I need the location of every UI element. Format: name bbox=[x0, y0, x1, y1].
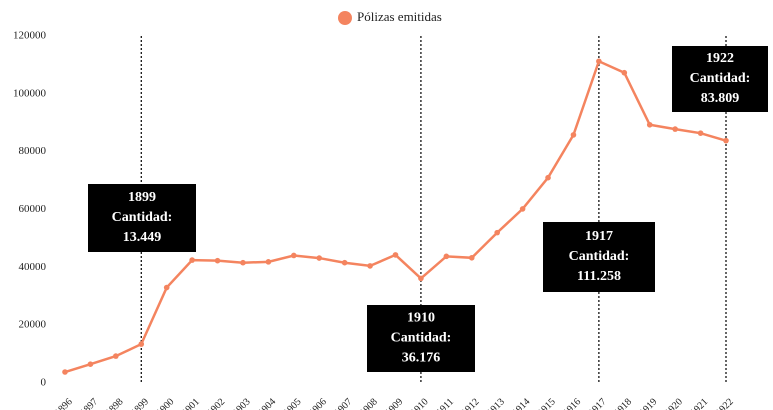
data-point bbox=[138, 341, 145, 347]
x-tick-label: 1901 bbox=[180, 396, 202, 410]
data-point bbox=[113, 353, 119, 359]
data-point bbox=[494, 229, 500, 236]
x-tick-label: 1904 bbox=[256, 396, 278, 410]
x-tick-label: 1922 bbox=[714, 396, 736, 410]
data-point bbox=[519, 206, 526, 212]
data-point bbox=[672, 126, 678, 132]
y-tick-label: 100000 bbox=[13, 87, 47, 99]
data-point bbox=[341, 259, 348, 266]
data-point bbox=[646, 121, 653, 128]
y-tick-label: 0 bbox=[41, 377, 47, 389]
x-tick-label: 1918 bbox=[612, 396, 634, 410]
data-point bbox=[240, 259, 246, 266]
data-point bbox=[723, 137, 729, 144]
annotation-box bbox=[543, 222, 655, 292]
x-tick-label: 1915 bbox=[536, 396, 558, 410]
x-tick-label: 1919 bbox=[638, 396, 660, 410]
annotation-text: 111.258 bbox=[577, 269, 621, 284]
annotation-text: 1910 bbox=[407, 311, 435, 326]
annotation-text: Cantidad: bbox=[112, 210, 173, 225]
data-point bbox=[163, 284, 170, 291]
y-tick-label: 40000 bbox=[19, 261, 47, 273]
annotation-text: Cantidad: bbox=[569, 249, 630, 264]
data-point bbox=[596, 58, 602, 65]
y-tick-label: 20000 bbox=[19, 319, 47, 331]
data-point bbox=[392, 252, 399, 258]
y-tick-label: 80000 bbox=[19, 145, 47, 157]
x-tick-label: 1907 bbox=[332, 396, 354, 410]
x-tick-label: 1903 bbox=[231, 396, 253, 410]
data-point bbox=[265, 259, 272, 265]
annotation-text: 13.449 bbox=[123, 230, 162, 245]
data-point bbox=[189, 257, 195, 263]
x-tick-label: 1902 bbox=[205, 396, 227, 410]
data-point bbox=[443, 253, 450, 260]
x-tick-label: 1898 bbox=[104, 396, 126, 410]
x-tick-label: 1906 bbox=[307, 396, 329, 410]
annotation-text: Cantidad: bbox=[391, 331, 452, 346]
x-tick-label: 1921 bbox=[688, 396, 710, 410]
x-tick-label: 1900 bbox=[155, 396, 177, 410]
annotation-box bbox=[88, 184, 196, 252]
data-point bbox=[570, 132, 577, 138]
annotation-text: 1922 bbox=[706, 51, 734, 66]
x-tick-label: 1916 bbox=[561, 396, 583, 410]
x-tick-label: 1912 bbox=[460, 396, 482, 410]
x-tick-label: 1917 bbox=[587, 396, 609, 410]
x-tick-label: 1909 bbox=[383, 396, 405, 410]
x-tick-label: 1899 bbox=[129, 396, 151, 410]
y-tick-label: 120000 bbox=[13, 30, 47, 42]
x-tick-label: 1905 bbox=[282, 396, 304, 410]
data-point bbox=[697, 130, 704, 136]
annotation-text: 1899 bbox=[128, 190, 156, 205]
data-point bbox=[291, 252, 297, 259]
data-point bbox=[62, 369, 68, 375]
x-tick-label: 1913 bbox=[485, 396, 507, 410]
x-tick-label: 1910 bbox=[409, 396, 431, 410]
data-point bbox=[316, 255, 323, 261]
data-point bbox=[468, 254, 475, 261]
data-point bbox=[214, 257, 221, 264]
data-point bbox=[621, 69, 628, 76]
annotation-text: Cantidad: bbox=[690, 71, 751, 86]
annotation-box bbox=[672, 46, 768, 112]
x-tick-label: 1914 bbox=[510, 396, 532, 410]
legend-label: Pólizas emitidas bbox=[357, 9, 442, 24]
data-point bbox=[545, 174, 551, 181]
legend-marker bbox=[338, 11, 352, 25]
x-tick-label: 1896 bbox=[53, 396, 75, 410]
data-point bbox=[87, 361, 94, 368]
annotation-text: 36.176 bbox=[402, 351, 441, 366]
x-tick-label: 1908 bbox=[358, 396, 380, 410]
data-point bbox=[418, 275, 424, 282]
x-tick-label: 1920 bbox=[663, 396, 685, 410]
annotation-box bbox=[367, 305, 475, 372]
annotation-text: 83.809 bbox=[701, 91, 740, 106]
x-tick-label: 1897 bbox=[78, 396, 100, 410]
x-tick-label: 1911 bbox=[434, 396, 456, 410]
y-tick-label: 60000 bbox=[19, 203, 47, 215]
data-point bbox=[367, 263, 373, 269]
annotation-text: 1917 bbox=[585, 229, 613, 244]
